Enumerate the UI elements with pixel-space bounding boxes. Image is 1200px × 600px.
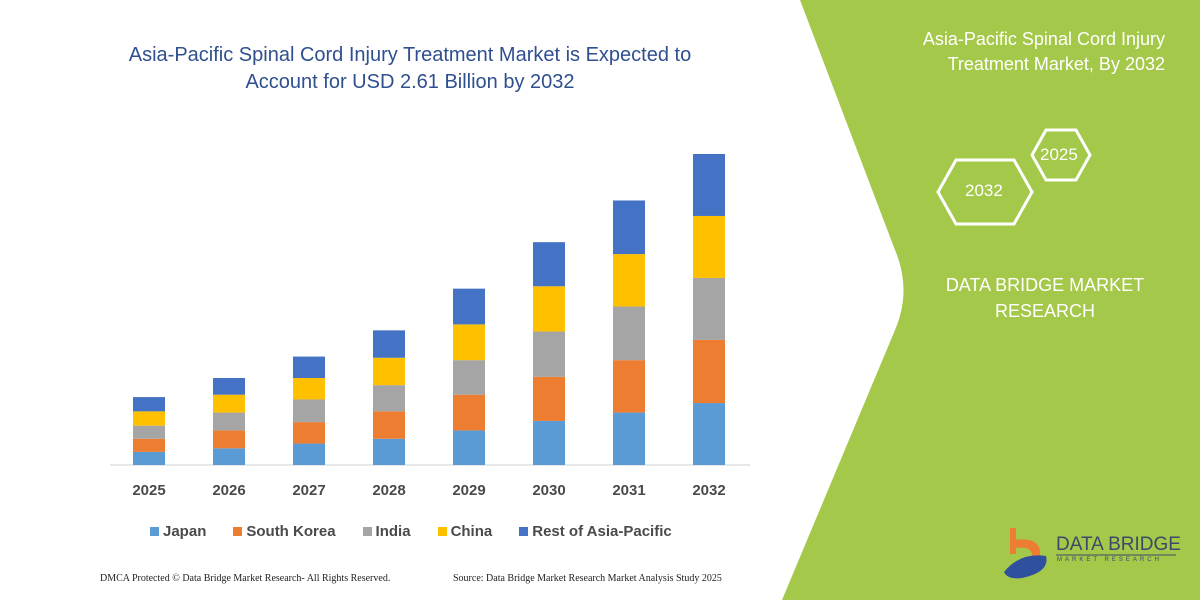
bar-segment-2026-india [213, 412, 245, 431]
legend-item: China [437, 523, 493, 540]
legend-label: Japan [163, 523, 207, 540]
source-text: Source: Data Bridge Market Research Mark… [453, 573, 722, 584]
bar-segment-2031-rest-of-asia-pacific [613, 200, 645, 255]
x-tick-label: 2030 [532, 482, 565, 499]
x-tick-label: 2025 [132, 482, 165, 499]
bar-segment-2027-rest-of-asia-pacific [293, 356, 325, 379]
hex-2025-label: 2025 [1040, 145, 1078, 164]
legend-label: China [450, 523, 493, 540]
chart-title-line1: Asia-Pacific Spinal Cord Injury Treatmen… [128, 44, 692, 66]
bar-segment-2026-china [213, 394, 245, 413]
legend-swatch [519, 527, 529, 536]
legend-label: Rest of Asia-Pacific [532, 523, 672, 540]
bar-segment-2027-japan [293, 443, 325, 465]
bar-segment-2029-japan [453, 430, 485, 465]
bar-segment-2030-india [533, 331, 565, 377]
bar-segment-2032-india [693, 277, 725, 340]
bar-segment-2025-south-korea [133, 438, 165, 452]
bar-segment-2028-india [373, 385, 405, 412]
stacked-bar-chart: 2025 2026 2027 2028 2029 2030 2031 2032 [110, 154, 750, 499]
bar-segment-2031-china [613, 254, 645, 307]
brand-line1: DATA BRIDGE MARKET [945, 275, 1145, 295]
bar-segment-2030-south-korea [533, 376, 565, 421]
legend-item: Japan [150, 523, 206, 540]
x-tick-label: 2032 [692, 482, 725, 499]
legend-item: South Korea [233, 523, 336, 540]
legend-item: Rest of Asia-Pacific [519, 523, 672, 540]
bar-segment-2031-south-korea [613, 360, 645, 413]
legend-item: India [362, 523, 411, 540]
bar-segment-2025-rest-of-asia-pacific [133, 397, 165, 412]
bar-segment-2029-rest-of-asia-pacific [453, 288, 485, 325]
legend-swatch [150, 527, 159, 536]
logo-subtext: MARKET RESEARCH [1057, 557, 1162, 563]
bar-segment-2031-japan [613, 412, 645, 465]
bar-segment-2030-japan [533, 420, 565, 465]
legend-swatch [437, 527, 447, 536]
bar-segment-2030-rest-of-asia-pacific [533, 242, 565, 287]
hex-2032-label: 2032 [965, 181, 1003, 200]
bar-segment-2032-south-korea [693, 339, 725, 404]
bar-segment-2026-south-korea [213, 430, 245, 449]
x-tick-label: 2029 [452, 482, 485, 499]
side-panel-title: Asia-Pacific Spinal Cord Injury Treatmen… [865, 27, 1165, 77]
legend-label: India [375, 523, 411, 540]
bar-segment-2028-south-korea [373, 411, 405, 439]
bar-segment-2030-china [533, 286, 565, 332]
x-tick-label: 2026 [212, 482, 245, 499]
brand-name: DATA BRIDGE MARKET RESEARCH [900, 272, 1190, 324]
logo-text: DATA BRIDGE [1056, 534, 1181, 555]
bar-segment-2029-china [453, 324, 485, 361]
bar-segment-2026-rest-of-asia-pacific [213, 378, 245, 395]
bar-segment-2032-china [693, 215, 725, 278]
legend-swatch [233, 527, 243, 536]
legend-swatch [362, 527, 372, 536]
bar-segment-2028-china [373, 357, 405, 386]
bar-segment-2031-india [613, 306, 645, 361]
hexagon-2032 [936, 158, 1034, 226]
chart-title-line2: Account for USD 2.61 Billion by 2032 [245, 71, 575, 93]
bar-segment-2027-china [293, 378, 325, 400]
bar-segment-2025-japan [133, 451, 165, 465]
x-tick-label: 2028 [372, 482, 405, 499]
hexagon-2025 [1030, 128, 1092, 182]
copyright-text: DMCA Protected © Data Bridge Market Rese… [100, 573, 391, 584]
bar-segment-2025-india [133, 425, 165, 439]
bar-segment-2026-japan [213, 448, 245, 465]
bar-segment-2027-india [293, 399, 325, 423]
legend: Japan South Korea India China Rest of Asia-P… [150, 523, 672, 540]
legend-label: South Korea [246, 523, 336, 540]
logo-icon [1004, 528, 1047, 579]
bar-segment-2028-rest-of-asia-pacific [373, 330, 405, 358]
green-side-panel [782, 0, 1200, 600]
x-tick-label: 2031 [612, 482, 645, 499]
chart-title: Asia-Pacific Spinal Cord Injury Treatmen… [100, 42, 720, 96]
side-title-line2: Treatment Market, By 2032 [947, 54, 1165, 74]
x-tick-label: 2027 [292, 482, 325, 499]
brand-line2: RESEARCH [994, 301, 1096, 321]
bar-segment-2032-japan [693, 403, 725, 465]
bar-segment-2028-japan [373, 438, 405, 465]
bar-segment-2029-india [453, 360, 485, 395]
bar-segment-2032-rest-of-asia-pacific [693, 154, 725, 216]
bar-segment-2029-south-korea [453, 394, 485, 431]
side-title-line1: Asia-Pacific Spinal Cord Injury [922, 29, 1165, 49]
bar-segment-2027-south-korea [293, 422, 325, 444]
bar-segment-2025-china [133, 411, 165, 426]
